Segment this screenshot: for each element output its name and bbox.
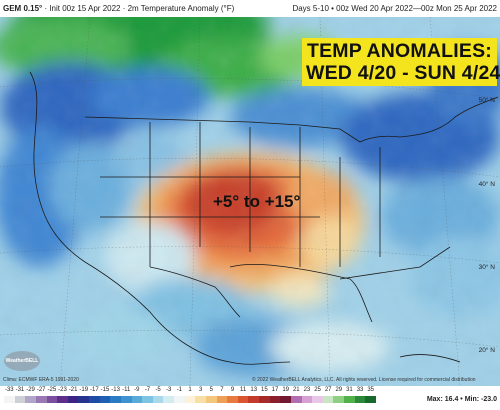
colorbar-swatch (237, 396, 249, 403)
graticule (0, 17, 500, 386)
colorbar-label: 31 (346, 387, 353, 393)
max-min-readout: Max: 16.4 • Min: -23.0 (426, 396, 497, 403)
colorbar-label: 19 (282, 387, 289, 393)
colorbar-swatch (195, 396, 207, 403)
colorbar-swatch (344, 396, 356, 403)
colorbar-label: 13 (250, 387, 258, 393)
lat-label-20n: 20° N (478, 347, 495, 354)
colorbar-label: 17 (271, 387, 279, 393)
colorbar-label: 33 (356, 387, 364, 393)
colorbar-swatch (142, 396, 154, 403)
clima-source: Clima: ECMWF ERA-5 1991-2020 (3, 377, 79, 383)
lat-label-40n: 40° N (478, 181, 495, 188)
colorbar-swatch (280, 396, 292, 403)
colorbar-swatch (269, 396, 281, 403)
colorbar-label: 15 (261, 387, 268, 393)
colorbar-swatch (99, 396, 111, 403)
colorbar-swatch (354, 396, 366, 403)
colorbar-label: 7 (220, 387, 224, 393)
map-borders (29, 71, 499, 365)
colorbar-label: 21 (292, 387, 300, 393)
init-time: Init 00z 15 Apr 2022 (49, 4, 121, 13)
field-name: 2m Temperature Anomaly (°F) (127, 4, 235, 13)
colorbar-label: -9 (134, 387, 140, 393)
valid-period: Days 5-10 • 00z Wed 20 Apr 2022—00z Mon … (292, 4, 497, 13)
colorbar-label: -11 (122, 387, 131, 393)
colorbar-swatch (163, 396, 175, 403)
map-header: GEM 0.15° · Init 00z 15 Apr 2022 · 2m Te… (0, 0, 500, 17)
colorbar-label: 11 (240, 387, 247, 393)
colorbar-label: -3 (166, 387, 172, 393)
colorbar-label: 27 (324, 387, 332, 393)
colorbar-swatch (174, 396, 186, 403)
colorbar-label: -25 (47, 387, 57, 393)
colorbar-label: 29 (335, 387, 343, 393)
colorbar-swatch (205, 396, 218, 403)
colorbar-swatch (35, 396, 47, 403)
colorbar-label: -7 (144, 387, 151, 393)
colorbar-swatch (322, 396, 334, 403)
temp-anomaly-callout: TEMP ANOMALIES: WED 4/20 - SUN 4/24 (302, 38, 500, 86)
colorbar-label: 23 (303, 387, 311, 393)
colorbar-label: -33 (4, 387, 14, 393)
colorbar-swatch (14, 396, 26, 403)
colorbar-label: -19 (79, 387, 89, 393)
colorbar-label: -23 (58, 387, 67, 393)
colorbar-label: -5 (155, 387, 161, 393)
colorbar-swatch (120, 396, 133, 403)
colorbar-label: 9 (230, 387, 235, 393)
colorbar-swatch (290, 396, 303, 403)
colorbar-swatch (46, 396, 58, 403)
callout-line-1: TEMP ANOMALIES: (306, 40, 492, 62)
weatherbell-logo: WeatherBELL (4, 351, 40, 371)
colorbar-label: -29 (26, 387, 35, 393)
lat-label-50n: 50° N (478, 97, 495, 104)
colorbar-label: 1 (188, 387, 192, 393)
colorbar-swatch (89, 396, 101, 403)
colorbar: -33 -31 -29 -27 -25 -23 -21 -19 -17 -15 -13 -11 -9 -7… (0, 386, 500, 410)
colorbar-swatch (248, 396, 260, 403)
min-value: Min: -23.0 (464, 396, 497, 403)
colorbar-swatch (227, 396, 239, 403)
colorbar-label: -17 (89, 387, 99, 393)
anomaly-map: TEMP ANOMALIES: WED 4/20 - SUN 4/24 +5° … (0, 17, 500, 386)
colorbar-label: -1 (176, 387, 183, 393)
model-name: GEM 0.15° (3, 4, 43, 13)
colorbar-swatch (365, 396, 377, 403)
colorbar-label: -15 (100, 387, 110, 393)
colorbar-swatch (259, 396, 271, 403)
colorbar-label: 5 (209, 387, 213, 393)
colorbar-swatch (25, 396, 37, 403)
colorbar-swatch (216, 396, 228, 403)
colorbar-label: -13 (111, 387, 120, 393)
lat-label-30n: 30° N (478, 264, 495, 271)
colorbar-swatch (312, 396, 324, 403)
header-left: GEM 0.15° · Init 00z 15 Apr 2022 · 2m Te… (3, 4, 235, 13)
colorbar-swatch (110, 396, 122, 403)
colorbar-swatch (184, 396, 196, 403)
colorbar-label: -21 (68, 387, 78, 393)
colorbar-swatch (152, 396, 164, 403)
colorbar-swatch (78, 396, 90, 403)
colorbar-label: 25 (314, 387, 321, 393)
colorbar-swatch (4, 396, 16, 403)
colorbar-swatch (57, 396, 69, 403)
copyright-notice: © 2022 WeatherBELL Analytics, LLC. All r… (252, 377, 476, 383)
colorbar-label: -31 (15, 387, 25, 393)
callout-line-2: WED 4/20 - SUN 4/24 (306, 62, 500, 84)
colorbar-label: 35 (367, 387, 375, 393)
colorbar-swatch (301, 396, 313, 403)
colorbar-label: 3 (198, 387, 203, 393)
colorbar-swatch (131, 396, 143, 403)
anomaly-range-label: +5° to +15° (213, 192, 301, 211)
colorbar-label: -27 (36, 387, 46, 393)
max-value: Max: 16.4 (426, 396, 459, 403)
colorbar-swatch (333, 396, 345, 403)
colorbar-swatch (67, 396, 79, 403)
